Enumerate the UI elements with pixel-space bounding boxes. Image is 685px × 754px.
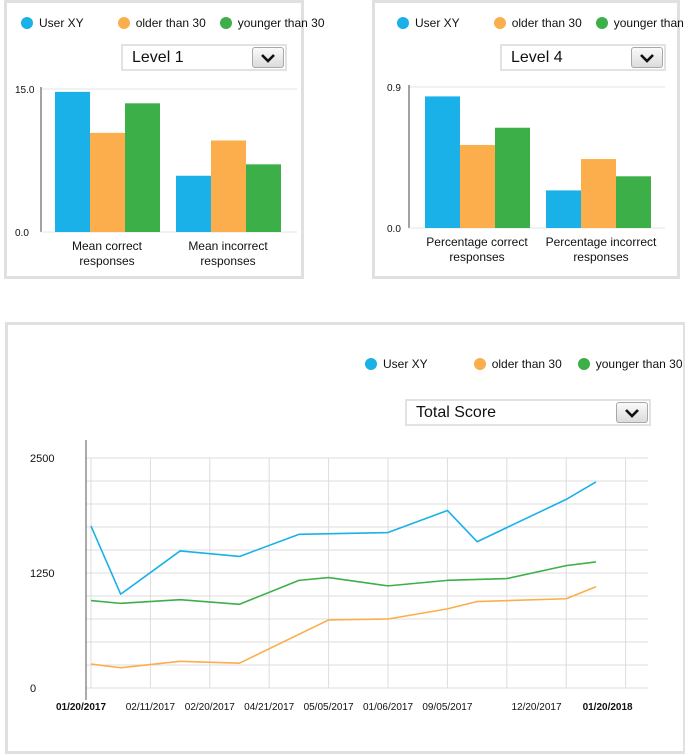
bar bbox=[546, 190, 581, 228]
bar bbox=[581, 159, 616, 228]
bar bbox=[176, 175, 211, 232]
legend-dot-icon bbox=[397, 17, 409, 29]
chart-panel-level1: User XY older than 30 younger than 30 Le… bbox=[4, 0, 325, 279]
legend-dot-icon bbox=[117, 17, 130, 29]
series-line bbox=[90, 481, 597, 595]
legend-item-younger[interactable]: younger than 30 bbox=[595, 16, 685, 30]
legend-item-user-xy[interactable]: User XY bbox=[365, 357, 428, 371]
x-tick-label: 01/20/2018 bbox=[583, 702, 633, 713]
bar bbox=[425, 96, 460, 229]
legend-label: User XY bbox=[383, 357, 428, 371]
x-tick-label: 02/11/2017 bbox=[126, 702, 176, 713]
x-category-label: responses bbox=[573, 250, 628, 264]
legend-dot-icon bbox=[365, 358, 377, 370]
legend: User XY older than 30 younger than 30 bbox=[397, 16, 685, 30]
dropdown-selected-value: Level 1 bbox=[132, 48, 184, 66]
series-line bbox=[90, 586, 597, 669]
y-tick-label: 0.9 bbox=[387, 83, 401, 94]
legend-dot-icon bbox=[473, 358, 486, 370]
legend-dot-icon bbox=[577, 358, 590, 370]
legend-item-younger[interactable]: younger than 30 bbox=[219, 16, 325, 30]
legend-item-user-xy[interactable]: User XY bbox=[21, 16, 84, 30]
chart-panel-total-score: User XY older than 30 younger than 30 To… bbox=[5, 322, 685, 754]
chevron-down-icon bbox=[261, 53, 275, 63]
line-chart-total-score: 2500 1250 0 01/20/2017 02/11/2017 02/20/2017 0… bbox=[30, 440, 648, 713]
bar bbox=[616, 176, 651, 228]
legend-item-user-xy[interactable]: User XY bbox=[397, 16, 460, 30]
y-tick-label: 15.0 bbox=[15, 85, 35, 96]
y-tick-label: 0.0 bbox=[387, 224, 401, 235]
legend-label: younger than 30 bbox=[595, 357, 683, 371]
legend-item-older[interactable]: older than 30 bbox=[117, 16, 206, 30]
y-tick-label: 0.0 bbox=[15, 228, 29, 239]
y-tick-label: 1250 bbox=[30, 568, 54, 580]
y-tick-label: 0 bbox=[30, 683, 36, 695]
bar bbox=[495, 127, 530, 228]
dropdown-toggle-button[interactable] bbox=[616, 402, 648, 423]
legend-label: older than 30 bbox=[491, 357, 562, 371]
legend: User XY older than 30 younger than 30 bbox=[21, 16, 325, 30]
dropdown-toggle-button[interactable] bbox=[631, 47, 663, 68]
bar bbox=[90, 132, 125, 232]
legend-item-older[interactable]: older than 30 bbox=[493, 16, 582, 30]
x-category-label: Mean incorrect bbox=[188, 239, 268, 253]
legend-dot-icon bbox=[21, 17, 33, 29]
legend-label: User XY bbox=[415, 16, 460, 30]
legend-label: older than 30 bbox=[511, 16, 582, 30]
bar bbox=[460, 144, 495, 228]
legend-dot-icon bbox=[493, 17, 506, 29]
dropdown-selected-value: Level 4 bbox=[511, 48, 563, 66]
level-dropdown[interactable]: Level 1 bbox=[121, 44, 287, 71]
legend-label: older than 30 bbox=[135, 16, 206, 30]
legend: User XY older than 30 younger than 30 bbox=[365, 357, 683, 371]
x-tick-label: 01/06/2017 bbox=[363, 702, 413, 713]
x-tick-label: 09/05/2017 bbox=[422, 702, 472, 713]
bar bbox=[246, 164, 281, 232]
x-tick-label: 12/20/2017 bbox=[511, 702, 561, 713]
x-tick-label: 04/21/2017 bbox=[244, 702, 294, 713]
legend-item-younger[interactable]: younger than 30 bbox=[577, 357, 683, 371]
x-tick-label: 05/05/2017 bbox=[304, 702, 354, 713]
legend-label: younger than 30 bbox=[613, 16, 685, 30]
level-dropdown[interactable]: Level 4 bbox=[500, 44, 666, 71]
x-category-label: responses bbox=[79, 254, 134, 268]
x-category-label: responses bbox=[449, 250, 504, 264]
x-tick-label: 02/20/2017 bbox=[185, 702, 235, 713]
x-category-label: Percentage correct bbox=[426, 235, 528, 249]
legend-dot-icon bbox=[595, 17, 608, 29]
legend-label: User XY bbox=[39, 16, 84, 30]
score-dropdown[interactable]: Total Score bbox=[405, 399, 651, 426]
bar bbox=[125, 103, 160, 232]
y-tick-label: 2500 bbox=[30, 453, 54, 465]
x-category-label: Percentage incorrect bbox=[546, 235, 657, 249]
chevron-down-icon bbox=[640, 53, 654, 63]
bar bbox=[211, 140, 246, 232]
legend-item-older[interactable]: older than 30 bbox=[473, 357, 562, 371]
legend-label: younger than 30 bbox=[237, 16, 325, 30]
x-tick-label: 01/20/2017 bbox=[56, 702, 106, 713]
bar bbox=[55, 91, 90, 232]
x-category-label: responses bbox=[200, 254, 255, 268]
dropdown-selected-value: Total Score bbox=[416, 403, 497, 421]
chevron-down-icon bbox=[625, 408, 639, 418]
chart-panel-level4: User XY older than 30 younger than 30 Le… bbox=[372, 0, 685, 279]
dropdown-toggle-button[interactable] bbox=[252, 47, 284, 68]
series-line bbox=[90, 561, 596, 606]
legend-dot-icon bbox=[219, 17, 232, 29]
x-category-label: Mean correct bbox=[72, 239, 143, 253]
